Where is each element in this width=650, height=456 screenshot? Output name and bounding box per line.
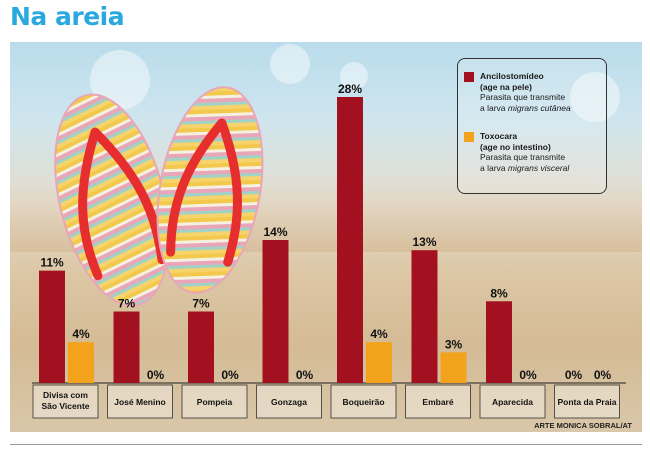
legend-description: Parasita que transmite xyxy=(480,152,566,162)
data-label: 14% xyxy=(263,225,287,239)
data-label: 0% xyxy=(519,368,537,382)
data-label: 13% xyxy=(412,235,436,249)
category-label: Pompeia xyxy=(197,397,233,407)
bar-toxocara xyxy=(440,352,467,383)
data-label: 4% xyxy=(370,327,388,341)
legend-swatch-ancilostomideo xyxy=(464,72,474,82)
legend-swatch-toxocara xyxy=(464,132,474,142)
legend-label: Ancilostomídeo xyxy=(480,71,544,81)
data-label: 0% xyxy=(221,368,239,382)
bar-ancilostomideo xyxy=(337,97,363,383)
data-label: 11% xyxy=(40,256,64,270)
category-box xyxy=(32,384,99,419)
data-label: 7% xyxy=(118,297,136,311)
category-label: Aparecida xyxy=(492,397,533,407)
bar-ancilostomideo xyxy=(411,250,438,383)
data-label: 0% xyxy=(296,368,314,382)
category-box xyxy=(405,384,471,419)
bottom-divider xyxy=(10,444,642,445)
category-box xyxy=(107,384,173,419)
category-box xyxy=(554,384,620,419)
data-label: 0% xyxy=(594,368,612,382)
category-box xyxy=(479,384,546,419)
category-label: Embaré xyxy=(422,397,453,407)
flip-flops-illustration xyxy=(54,86,264,307)
category-box xyxy=(330,384,397,419)
category-box xyxy=(181,384,248,419)
legend-description-line2: a larva migrans cutânea xyxy=(480,102,571,113)
data-label: 8% xyxy=(490,286,508,300)
category-label: Gonzaga xyxy=(271,397,307,407)
page-title: Na areia xyxy=(10,2,125,31)
bar-ancilostomideo xyxy=(113,311,140,383)
sky-bokeh xyxy=(340,62,368,90)
bar-ancilostomideo xyxy=(39,270,65,383)
bar-ancilostomideo xyxy=(188,311,214,383)
data-label: 7% xyxy=(192,297,210,311)
category-label: José Menino xyxy=(114,397,165,407)
category-label: Boqueirão xyxy=(342,397,384,407)
data-label: 3% xyxy=(445,337,463,351)
category-label: São Vicente xyxy=(41,401,89,411)
category-label: Divisa com xyxy=(43,390,88,400)
bar-ancilostomideo xyxy=(486,301,512,383)
legend-subtitle: (age no intestino) xyxy=(480,141,551,152)
data-label: 28% xyxy=(338,82,362,96)
bar-ancilostomideo xyxy=(262,240,289,383)
category-box xyxy=(256,384,322,419)
credit-text: ARTE MONICA SOBRAL/AT xyxy=(534,421,632,430)
chart-panel: 11% 4% Divisa com São Vicente 7% 0% José Menin… xyxy=(10,42,642,432)
legend-label: Toxocara xyxy=(480,131,518,141)
bar-toxocara xyxy=(68,342,94,383)
data-label: 0% xyxy=(147,368,165,382)
bar-toxocara xyxy=(366,342,392,383)
legend-description-line2: a larva migrans visceral xyxy=(480,162,570,173)
legend-subtitle: (age na pele) xyxy=(480,81,532,92)
legend-description: Parasita que transmite xyxy=(480,92,566,102)
data-label: 0% xyxy=(565,368,583,382)
sky-bokeh xyxy=(270,44,310,84)
data-label: 4% xyxy=(72,327,90,341)
category-label: Ponta da Praia xyxy=(557,397,616,407)
chart-legend: Ancilostomídeo (age na pele) Parasita qu… xyxy=(457,58,607,194)
sky-bokeh xyxy=(570,72,620,122)
